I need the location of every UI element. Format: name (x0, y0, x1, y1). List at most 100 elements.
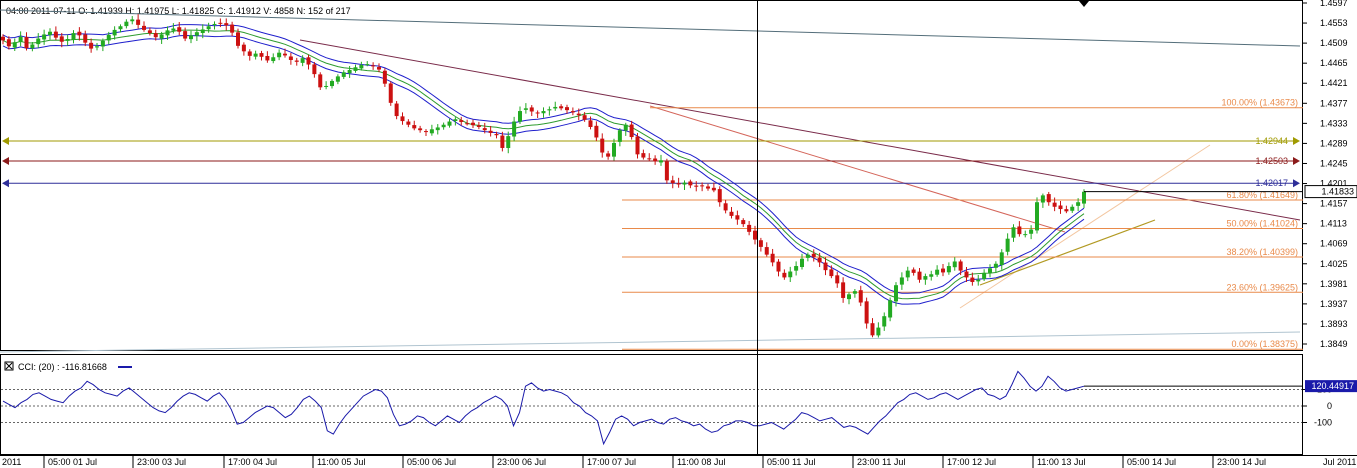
candle-body (964, 271, 969, 278)
price-tick-label: 1.4289 (1320, 138, 1348, 148)
candle-body (747, 224, 752, 232)
candle-body (876, 327, 881, 336)
candle-body (1, 36, 5, 41)
trendline (959, 144, 1211, 309)
candle-body (794, 266, 799, 271)
candle-body (153, 33, 158, 38)
candle-body (300, 58, 305, 63)
fib-level-label: 23.60% (1.39625) (1226, 282, 1298, 292)
candle-body (835, 275, 840, 284)
candle-body (89, 42, 94, 49)
price-tick-label: 1.4509 (1320, 38, 1348, 48)
trendlines (0, 9, 1301, 353)
candle-body (700, 185, 705, 187)
candle-body (24, 37, 29, 49)
chevron-down-icon[interactable] (1079, 1, 1089, 7)
candle-body (582, 115, 587, 120)
candle-body (1005, 238, 1010, 252)
candle-body (353, 67, 358, 71)
candle-body (688, 181, 693, 186)
cci-value-box (1305, 380, 1357, 393)
moving-averages (2, 24, 1085, 305)
candle-body (823, 262, 828, 271)
candle-body (570, 111, 575, 113)
candle-body (1046, 194, 1051, 203)
candle-body (259, 53, 264, 57)
candle-body (71, 33, 76, 40)
candle-body (1070, 206, 1075, 211)
candle-body (741, 220, 746, 225)
candle-body (858, 290, 863, 303)
candle-body (1076, 202, 1081, 206)
candle-body (224, 23, 229, 26)
fib-level-label: 50.00% (1.41024) (1226, 218, 1298, 228)
candle-body (694, 185, 699, 187)
candle-body (42, 34, 47, 40)
price-tick-label: 1.3981 (1320, 279, 1348, 289)
arrow-left-icon (2, 179, 9, 188)
candle-body (183, 31, 188, 39)
candle-body (306, 57, 311, 65)
time-tick-label: 17:00 07 Jul (587, 457, 636, 467)
candle-body (970, 277, 975, 282)
ma-upper-line (2, 24, 1085, 294)
candle-body (982, 272, 987, 280)
candle-body (459, 120, 464, 122)
candle-body (330, 80, 334, 87)
time-tick-label: 11:00 13 Jul (1037, 457, 1085, 467)
candle-body (776, 261, 781, 272)
candle-body (194, 32, 199, 36)
candle-body (12, 42, 17, 48)
candle-body (77, 31, 82, 36)
time-tick-label: 2011 (2, 457, 21, 467)
time-tick-label: 11:00 05 Jul (317, 457, 365, 467)
candle-body (359, 65, 364, 69)
candle-body (1023, 234, 1028, 236)
arrow-right-icon (1293, 179, 1300, 188)
candle-body (682, 182, 687, 185)
candle-body (159, 34, 164, 39)
candle-body (782, 272, 787, 278)
candle-body (136, 19, 141, 25)
cci-tick-label: 0 (1327, 401, 1332, 411)
candle-body (100, 40, 105, 47)
candle-body (612, 142, 616, 157)
time-axis: 2011 05:00 01 Jul 23:00 03 Jul 17:00 04 Jul… (2, 455, 1356, 468)
price-pane-frame (0, 0, 1303, 351)
current-price-box (1304, 185, 1357, 199)
candle-body (424, 131, 428, 133)
candle-body (482, 128, 487, 131)
candle-body (83, 34, 88, 43)
candle-body (635, 136, 640, 155)
candle-body (894, 285, 898, 302)
candle-body (294, 60, 299, 62)
candle-body (706, 186, 710, 189)
horizontal-levels: 1.42944 1.42503 1.42017 (2, 136, 1300, 188)
trendline (0, 9, 1301, 47)
candle-body (958, 261, 963, 271)
candle-body (764, 247, 769, 255)
candle-body (435, 127, 440, 131)
candle-body (753, 230, 757, 240)
candle-body (723, 203, 728, 211)
candle-body (6, 39, 11, 47)
candle-body (118, 26, 123, 30)
close-icon[interactable] (5, 362, 13, 370)
candle-body (142, 25, 146, 30)
candle-body (600, 138, 605, 153)
candle-body (465, 123, 470, 125)
candle-body (882, 316, 887, 327)
candle-body (653, 158, 658, 162)
candle-body (1040, 195, 1045, 203)
candle-body (588, 120, 593, 127)
candle-body (247, 51, 252, 56)
candle-body (770, 253, 775, 263)
candle-body (65, 39, 70, 41)
price-tick-label: 1.4113 (1320, 219, 1347, 229)
candle-body (1011, 227, 1016, 238)
candle-body (206, 26, 211, 30)
candle-body (811, 253, 816, 257)
time-tick-label: Jul 2011 (1323, 457, 1356, 467)
arrow-right-icon (1293, 136, 1300, 145)
trendline (299, 39, 1301, 221)
